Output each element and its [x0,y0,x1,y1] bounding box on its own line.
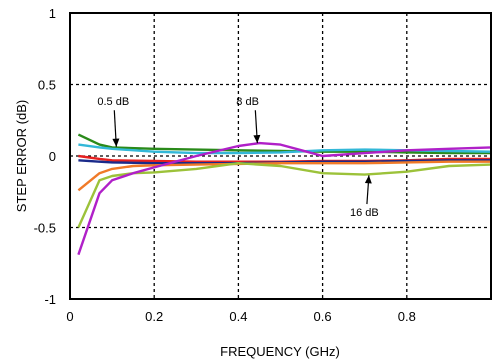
series-line-1 [77,133,491,155]
series-line-7 [77,141,492,256]
y-tick-labels: 1 0.5 0 -0.5 -1 [34,6,56,307]
grid-lines [70,13,491,299]
series-group [77,133,492,256]
y-tick-label: -1 [44,292,56,307]
plot-frame [69,12,492,300]
series-line-6 [77,161,492,228]
x-tick-label: 0.8 [398,309,416,324]
y-tick-label: 1 [49,6,56,21]
y-axis-label: STEP ERROR (dB) [14,100,29,212]
annotation-label: 0.5 dB [97,96,129,108]
annotation-label: 16 dB [350,207,379,219]
annotations-group: 0.5 dB 8 dB 16 dB [97,96,378,219]
x-tick-label: 0 [66,309,73,324]
y-tick-label: 0.5 [38,78,56,93]
x-tick-label: 0.2 [145,309,163,324]
annotation-arrow-head [253,134,261,144]
annotation-arrow-head [112,138,120,147]
x-tick-labels: 0 0.2 0.4 0.6 0.8 [66,309,415,324]
y-tick-label: 0 [49,149,56,164]
x-tick-label: 0.6 [314,309,332,324]
annotation-label: 8 dB [236,96,259,108]
y-tick-label: -0.5 [34,221,56,236]
annotation-arrow-head [364,175,372,184]
x-tick-label: 0.4 [229,309,247,324]
x-axis-label: FREQUENCY (GHz) [220,344,340,359]
